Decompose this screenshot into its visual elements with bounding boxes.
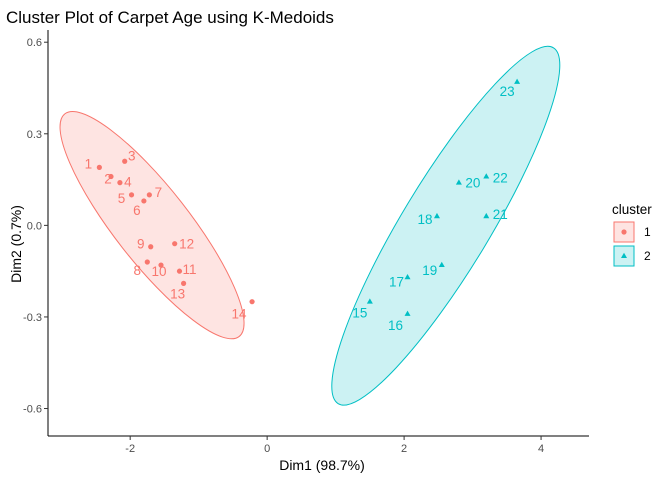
point-label-2: 2 [104, 172, 112, 187]
y-tick-label: 0.0 [27, 220, 42, 232]
data-point-21 [483, 212, 490, 219]
legend-label-2: 2 [644, 249, 651, 263]
data-point-23 [514, 78, 521, 84]
y-tick-label: 0.3 [27, 129, 42, 141]
data-point-9 [148, 244, 154, 250]
point-label-14: 14 [232, 307, 248, 322]
y-tick-label: -0.3 [23, 312, 42, 324]
legend-title: cluster [612, 202, 652, 217]
x-axis-title: Dim1 (98.7%) [279, 457, 365, 473]
data-point-3 [122, 158, 128, 164]
point-label-12: 12 [179, 237, 194, 252]
point-label-22: 22 [493, 171, 508, 186]
data-point-15 [366, 298, 373, 304]
data-point-8 [144, 259, 150, 265]
point-label-10: 10 [151, 264, 166, 279]
chart-title: Cluster Plot of Carpet Age using K-Medoi… [6, 8, 334, 27]
point-label-15: 15 [352, 306, 367, 321]
point-label-8: 8 [134, 263, 142, 278]
point-label-21: 21 [493, 207, 508, 222]
data-point-5 [128, 192, 135, 198]
point-label-5: 5 [118, 191, 126, 206]
point-label-9: 9 [137, 237, 145, 252]
data-point-1 [96, 164, 102, 170]
cluster-ellipses [59, 45, 561, 406]
point-label-6: 6 [133, 203, 141, 218]
y-axis-title: Dim2 (0.7%) [8, 205, 24, 283]
point-label-19: 19 [422, 263, 437, 278]
data-point-2 [108, 173, 114, 180]
x-axis-ticks: -2 0 2 4 [125, 436, 544, 455]
data-point-19 [438, 261, 445, 268]
point-label-13: 13 [170, 286, 185, 301]
data-point-10 [158, 262, 164, 268]
data-point-12 [172, 241, 178, 247]
data-point-17 [404, 273, 411, 280]
legend: cluster 1 2 [612, 202, 652, 267]
point-label-23: 23 [500, 84, 515, 99]
x-tick-label: 4 [538, 443, 544, 455]
point-label-7: 7 [155, 185, 163, 200]
point-label-11: 11 [182, 262, 196, 277]
legend-marker-2 [621, 252, 627, 258]
data-point-11 [176, 268, 183, 274]
point-label-16: 16 [388, 318, 403, 333]
data-point-14 [249, 299, 255, 305]
point-label-4: 4 [124, 175, 132, 190]
point-label-20: 20 [465, 176, 480, 191]
legend-label-1: 1 [644, 225, 651, 239]
cluster-ellipse-2 [331, 45, 561, 406]
x-tick-label: 0 [264, 443, 270, 455]
point-label-18: 18 [417, 212, 432, 227]
data-points [96, 78, 521, 316]
y-tick-label: -0.6 [23, 404, 42, 416]
axes: -2 0 2 4 -0.6-0.30.00.30.6 [23, 30, 589, 455]
data-point-16 [404, 310, 411, 316]
data-point-4 [117, 180, 123, 186]
point-label-1: 1 [85, 156, 93, 171]
y-tick-label: 0.6 [27, 37, 42, 49]
data-point-20 [455, 179, 462, 185]
x-tick-label: 2 [401, 443, 407, 455]
point-label-3: 3 [128, 148, 136, 163]
data-point-13 [180, 280, 187, 286]
y-axis-ticks: -0.6 -0.3 0.0 0.3 0.6 [23, 37, 48, 416]
x-tick-label: -2 [125, 443, 135, 455]
data-point-22 [483, 173, 490, 179]
cluster-ellipse-1 [59, 111, 245, 340]
data-point-6 [141, 198, 147, 204]
legend-marker-1 [621, 229, 627, 235]
data-point-18 [433, 212, 440, 219]
data-point-7 [146, 192, 152, 198]
point-label-17: 17 [389, 274, 404, 289]
